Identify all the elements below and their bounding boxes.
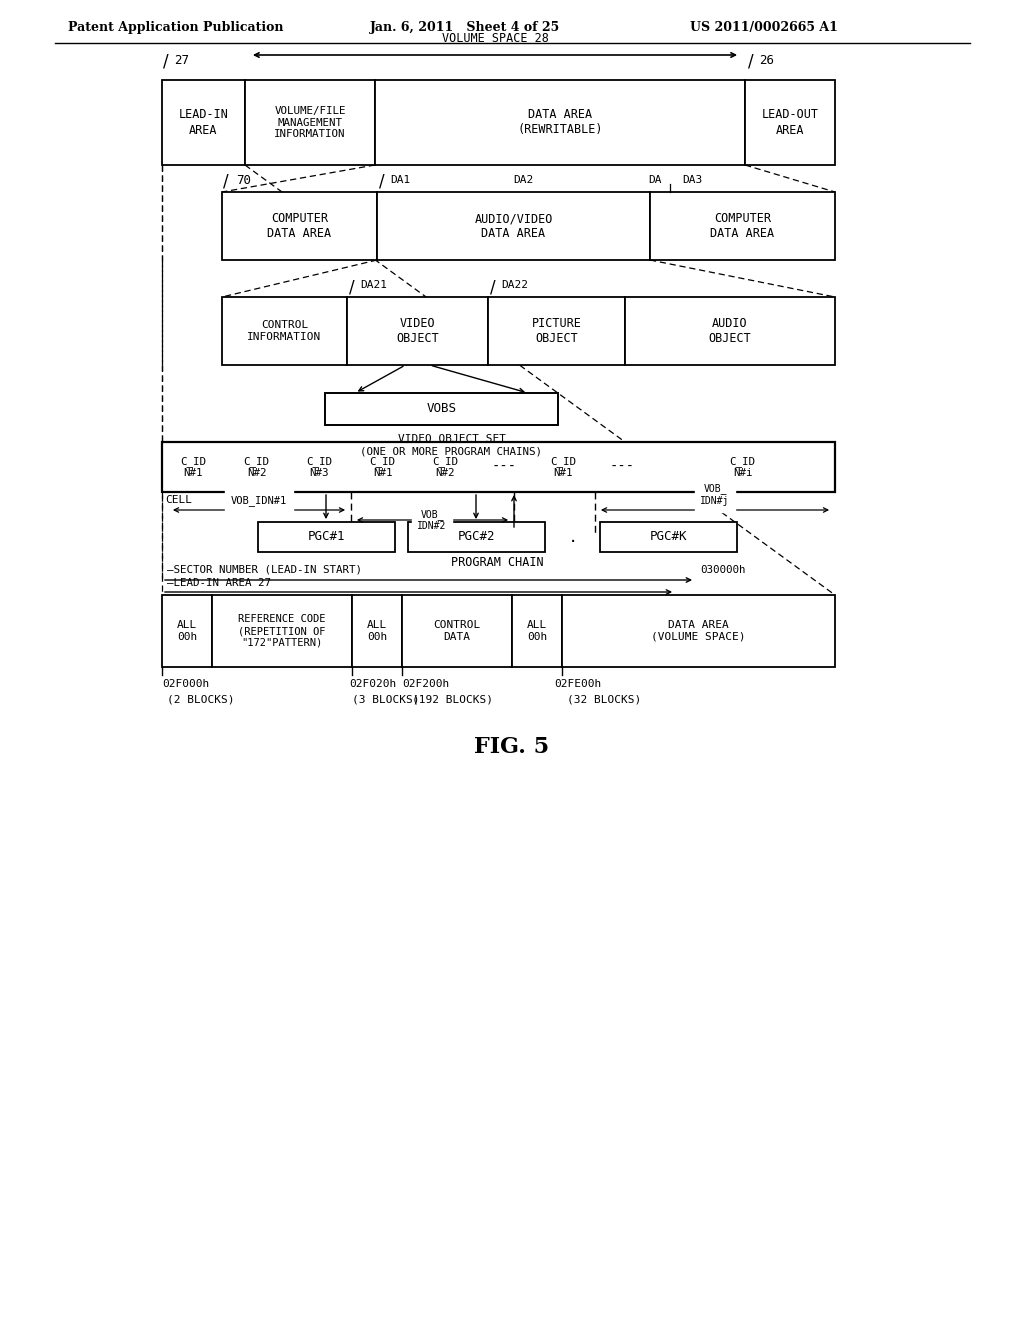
FancyBboxPatch shape <box>352 595 402 667</box>
Text: DATA AREA
(VOLUME SPACE): DATA AREA (VOLUME SPACE) <box>651 620 745 642</box>
FancyBboxPatch shape <box>225 442 288 492</box>
Text: —LEAD-IN AREA 27: —LEAD-IN AREA 27 <box>167 578 271 587</box>
Text: C_ID
N#1: C_ID N#1 <box>180 455 207 478</box>
Text: (ONE OR MORE PROGRAM CHAINS): (ONE OR MORE PROGRAM CHAINS) <box>360 447 543 457</box>
Text: .: . <box>569 528 575 546</box>
Text: DA21: DA21 <box>360 280 387 290</box>
Text: LEAD-OUT
AREA: LEAD-OUT AREA <box>762 108 818 136</box>
FancyBboxPatch shape <box>745 81 835 165</box>
Text: Jan. 6, 2011   Sheet 4 of 25: Jan. 6, 2011 Sheet 4 of 25 <box>370 21 560 33</box>
Text: VOB_
IDN#j: VOB_ IDN#j <box>700 483 730 506</box>
FancyBboxPatch shape <box>512 595 562 667</box>
Text: REFERENCE CODE
(REPETITION OF
"172"PATTERN): REFERENCE CODE (REPETITION OF "172"PATTE… <box>239 614 326 648</box>
Text: 26: 26 <box>759 54 774 66</box>
FancyBboxPatch shape <box>245 81 375 165</box>
FancyBboxPatch shape <box>532 442 595 492</box>
Text: LEAD-IN
AREA: LEAD-IN AREA <box>178 108 228 136</box>
Text: 70: 70 <box>236 173 251 186</box>
Text: DA22: DA22 <box>501 280 528 290</box>
Text: 02F000h: 02F000h <box>162 678 209 689</box>
Text: /: / <box>223 173 228 191</box>
FancyBboxPatch shape <box>347 297 488 366</box>
Text: C_ID
N#3: C_ID N#3 <box>306 455 333 478</box>
Text: /: / <box>490 279 496 296</box>
FancyBboxPatch shape <box>562 595 835 667</box>
FancyBboxPatch shape <box>325 393 558 425</box>
Text: COMPUTER
DATA AREA: COMPUTER DATA AREA <box>267 213 332 240</box>
Text: PGC#2: PGC#2 <box>458 531 496 544</box>
Text: C_ID
N#1: C_ID N#1 <box>370 455 395 478</box>
Text: Patent Application Publication: Patent Application Publication <box>68 21 284 33</box>
Text: C_ID
N#2: C_ID N#2 <box>244 455 269 478</box>
FancyBboxPatch shape <box>162 595 212 667</box>
Text: VOBS: VOBS <box>427 403 457 416</box>
FancyBboxPatch shape <box>402 595 512 667</box>
Text: C_ID
N#i: C_ID N#i <box>729 455 756 478</box>
FancyBboxPatch shape <box>408 521 545 552</box>
Text: DA2: DA2 <box>513 176 534 185</box>
Text: /: / <box>379 173 385 191</box>
Text: (3 BLOCKS): (3 BLOCKS) <box>352 696 420 705</box>
FancyBboxPatch shape <box>222 297 347 366</box>
Text: (2 BLOCKS): (2 BLOCKS) <box>167 696 234 705</box>
FancyBboxPatch shape <box>212 595 352 667</box>
Text: DA1: DA1 <box>390 176 411 185</box>
Text: 02F020h: 02F020h <box>349 678 396 689</box>
FancyBboxPatch shape <box>162 442 225 492</box>
Text: /: / <box>349 279 354 296</box>
Text: PROGRAM CHAIN: PROGRAM CHAIN <box>452 556 544 569</box>
Text: /: / <box>748 53 754 71</box>
Text: AUDIO/VIDEO
DATA AREA: AUDIO/VIDEO DATA AREA <box>474 213 553 240</box>
Text: FIG. 5: FIG. 5 <box>474 737 550 758</box>
Text: AUDIO
OBJECT: AUDIO OBJECT <box>709 317 752 345</box>
Text: VOLUME/FILE
MANAGEMENT
INFORMATION: VOLUME/FILE MANAGEMENT INFORMATION <box>274 106 346 139</box>
FancyBboxPatch shape <box>650 442 835 492</box>
Text: US 2011/0002665 A1: US 2011/0002665 A1 <box>690 21 838 33</box>
Text: 02F200h: 02F200h <box>402 678 450 689</box>
Text: COMPUTER
DATA AREA: COMPUTER DATA AREA <box>711 213 774 240</box>
Text: (192 BLOCKS): (192 BLOCKS) <box>412 696 493 705</box>
Text: ALL
00h: ALL 00h <box>177 620 198 642</box>
Text: CONTROL
INFORMATION: CONTROL INFORMATION <box>248 321 322 342</box>
Text: ALL
00h: ALL 00h <box>367 620 387 642</box>
Text: (32 BLOCKS): (32 BLOCKS) <box>567 696 641 705</box>
FancyBboxPatch shape <box>162 442 835 492</box>
Text: /: / <box>163 53 169 71</box>
FancyBboxPatch shape <box>351 442 414 492</box>
Text: C_ID
N#2: C_ID N#2 <box>432 455 459 478</box>
FancyBboxPatch shape <box>222 191 377 260</box>
Text: VIDEO
OBJECT: VIDEO OBJECT <box>396 317 439 345</box>
Text: ---: --- <box>610 459 635 474</box>
Text: 030000h: 030000h <box>700 565 745 576</box>
FancyBboxPatch shape <box>650 191 835 260</box>
Text: ALL
00h: ALL 00h <box>527 620 547 642</box>
Text: PGC#K: PGC#K <box>650 531 687 544</box>
FancyBboxPatch shape <box>625 297 835 366</box>
Text: PGC#1: PGC#1 <box>308 531 345 544</box>
Text: 27: 27 <box>174 54 189 66</box>
Text: DATA AREA
(REWRITABLE): DATA AREA (REWRITABLE) <box>517 108 603 136</box>
Text: C_ID
N#1: C_ID N#1 <box>551 455 577 478</box>
Text: —SECTOR NUMBER (LEAD-IN START): —SECTOR NUMBER (LEAD-IN START) <box>167 565 362 576</box>
Text: CELL: CELL <box>165 495 193 506</box>
Text: ---: --- <box>492 459 517 474</box>
FancyBboxPatch shape <box>375 81 745 165</box>
FancyBboxPatch shape <box>258 521 395 552</box>
Text: 02FE00h: 02FE00h <box>554 678 601 689</box>
Text: PICTURE
OBJECT: PICTURE OBJECT <box>531 317 582 345</box>
Text: VOLUME SPACE 28: VOLUME SPACE 28 <box>441 32 549 45</box>
FancyBboxPatch shape <box>377 191 650 260</box>
FancyBboxPatch shape <box>162 81 245 165</box>
Text: CONTROL
DATA: CONTROL DATA <box>433 620 480 642</box>
Text: VOB_
IDN#2: VOB_ IDN#2 <box>418 508 446 531</box>
Text: DA3: DA3 <box>682 176 702 185</box>
Text: VOB_IDN#1: VOB_IDN#1 <box>230 495 287 506</box>
FancyBboxPatch shape <box>288 442 351 492</box>
FancyBboxPatch shape <box>488 297 625 366</box>
FancyBboxPatch shape <box>414 442 477 492</box>
Text: DA: DA <box>648 176 662 185</box>
FancyBboxPatch shape <box>600 521 737 552</box>
Text: VIDEO OBJECT SET: VIDEO OBJECT SET <box>397 434 506 444</box>
